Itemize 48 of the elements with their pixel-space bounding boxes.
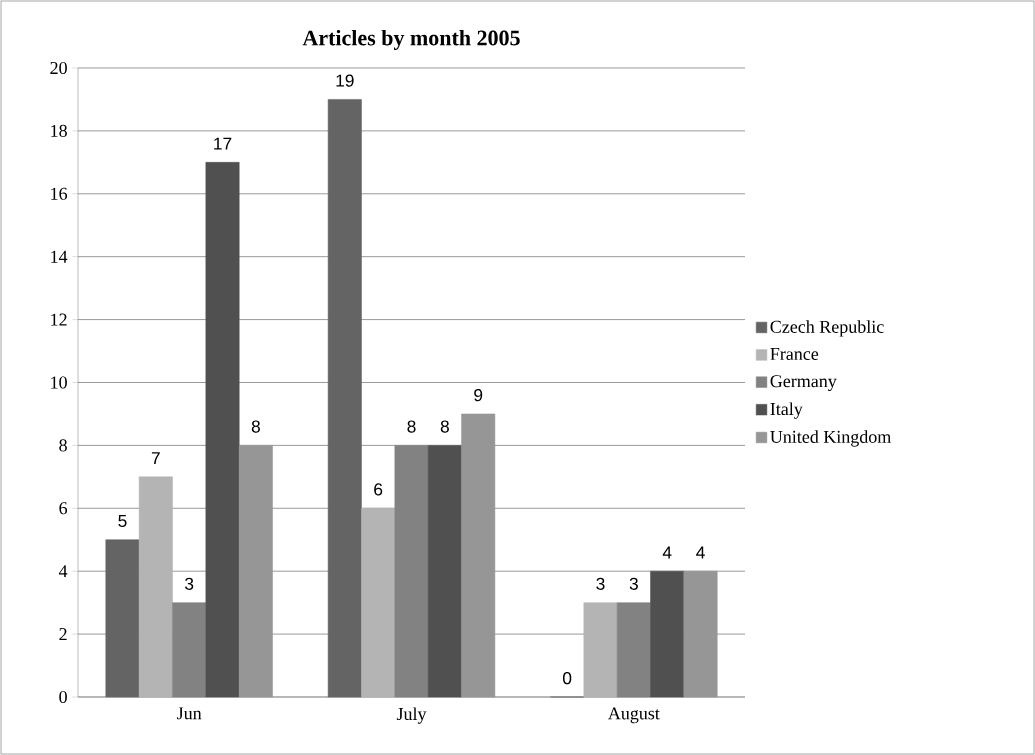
y-tick-label: 18 [51,124,67,137]
y-tick-label: 2 [59,628,67,641]
x-tick-label: July [396,707,427,724]
data-label: 0 [562,672,572,685]
y-tick-label: 10 [51,376,67,389]
legend-label: Germany [770,375,837,391]
y-tick-label: 12 [51,313,67,326]
data-label: 7 [151,452,160,465]
bar [205,162,240,698]
y-tick-label: 0 [59,690,67,704]
y-tick-label: 6 [59,502,68,515]
data-label: 8 [407,420,416,433]
data-label: 9 [474,388,483,402]
data-label: 8 [251,420,260,433]
y-tick-label: 4 [58,565,68,578]
data-label: 3 [596,577,605,590]
legend-label: France [770,348,819,361]
data-label: 19 [336,74,354,87]
legend-label: United Kingdom [770,430,891,447]
bar [683,570,718,698]
data-label: 4 [696,546,705,559]
legend-label: Czech Republic [770,320,884,337]
bar [461,413,496,698]
data-label: 4 [662,546,672,559]
bar [361,508,396,698]
bar [105,539,140,698]
bar [583,602,618,698]
data-label: 3 [629,577,638,590]
y-tick-label: 8 [59,439,67,452]
x-tick-label: Jun [177,707,202,720]
bar [172,602,207,698]
y-tick-label: 14 [51,250,68,263]
bar [427,445,462,698]
bar [327,99,362,698]
legend-label: Italy [770,402,803,419]
bar [238,445,273,698]
data-label: 17 [214,137,232,150]
bar [650,570,685,698]
y-tick-label: 20 [50,61,67,75]
data-label: 5 [118,514,127,528]
x-tick-label: August [608,707,660,724]
data-label: 8 [440,420,449,433]
data-label: 3 [185,577,194,590]
data-label: 6 [374,483,383,496]
chart-title: Articles by month 2005 [302,29,520,50]
y-tick-label: 16 [51,187,68,200]
bar [138,476,173,698]
bar [616,602,651,698]
